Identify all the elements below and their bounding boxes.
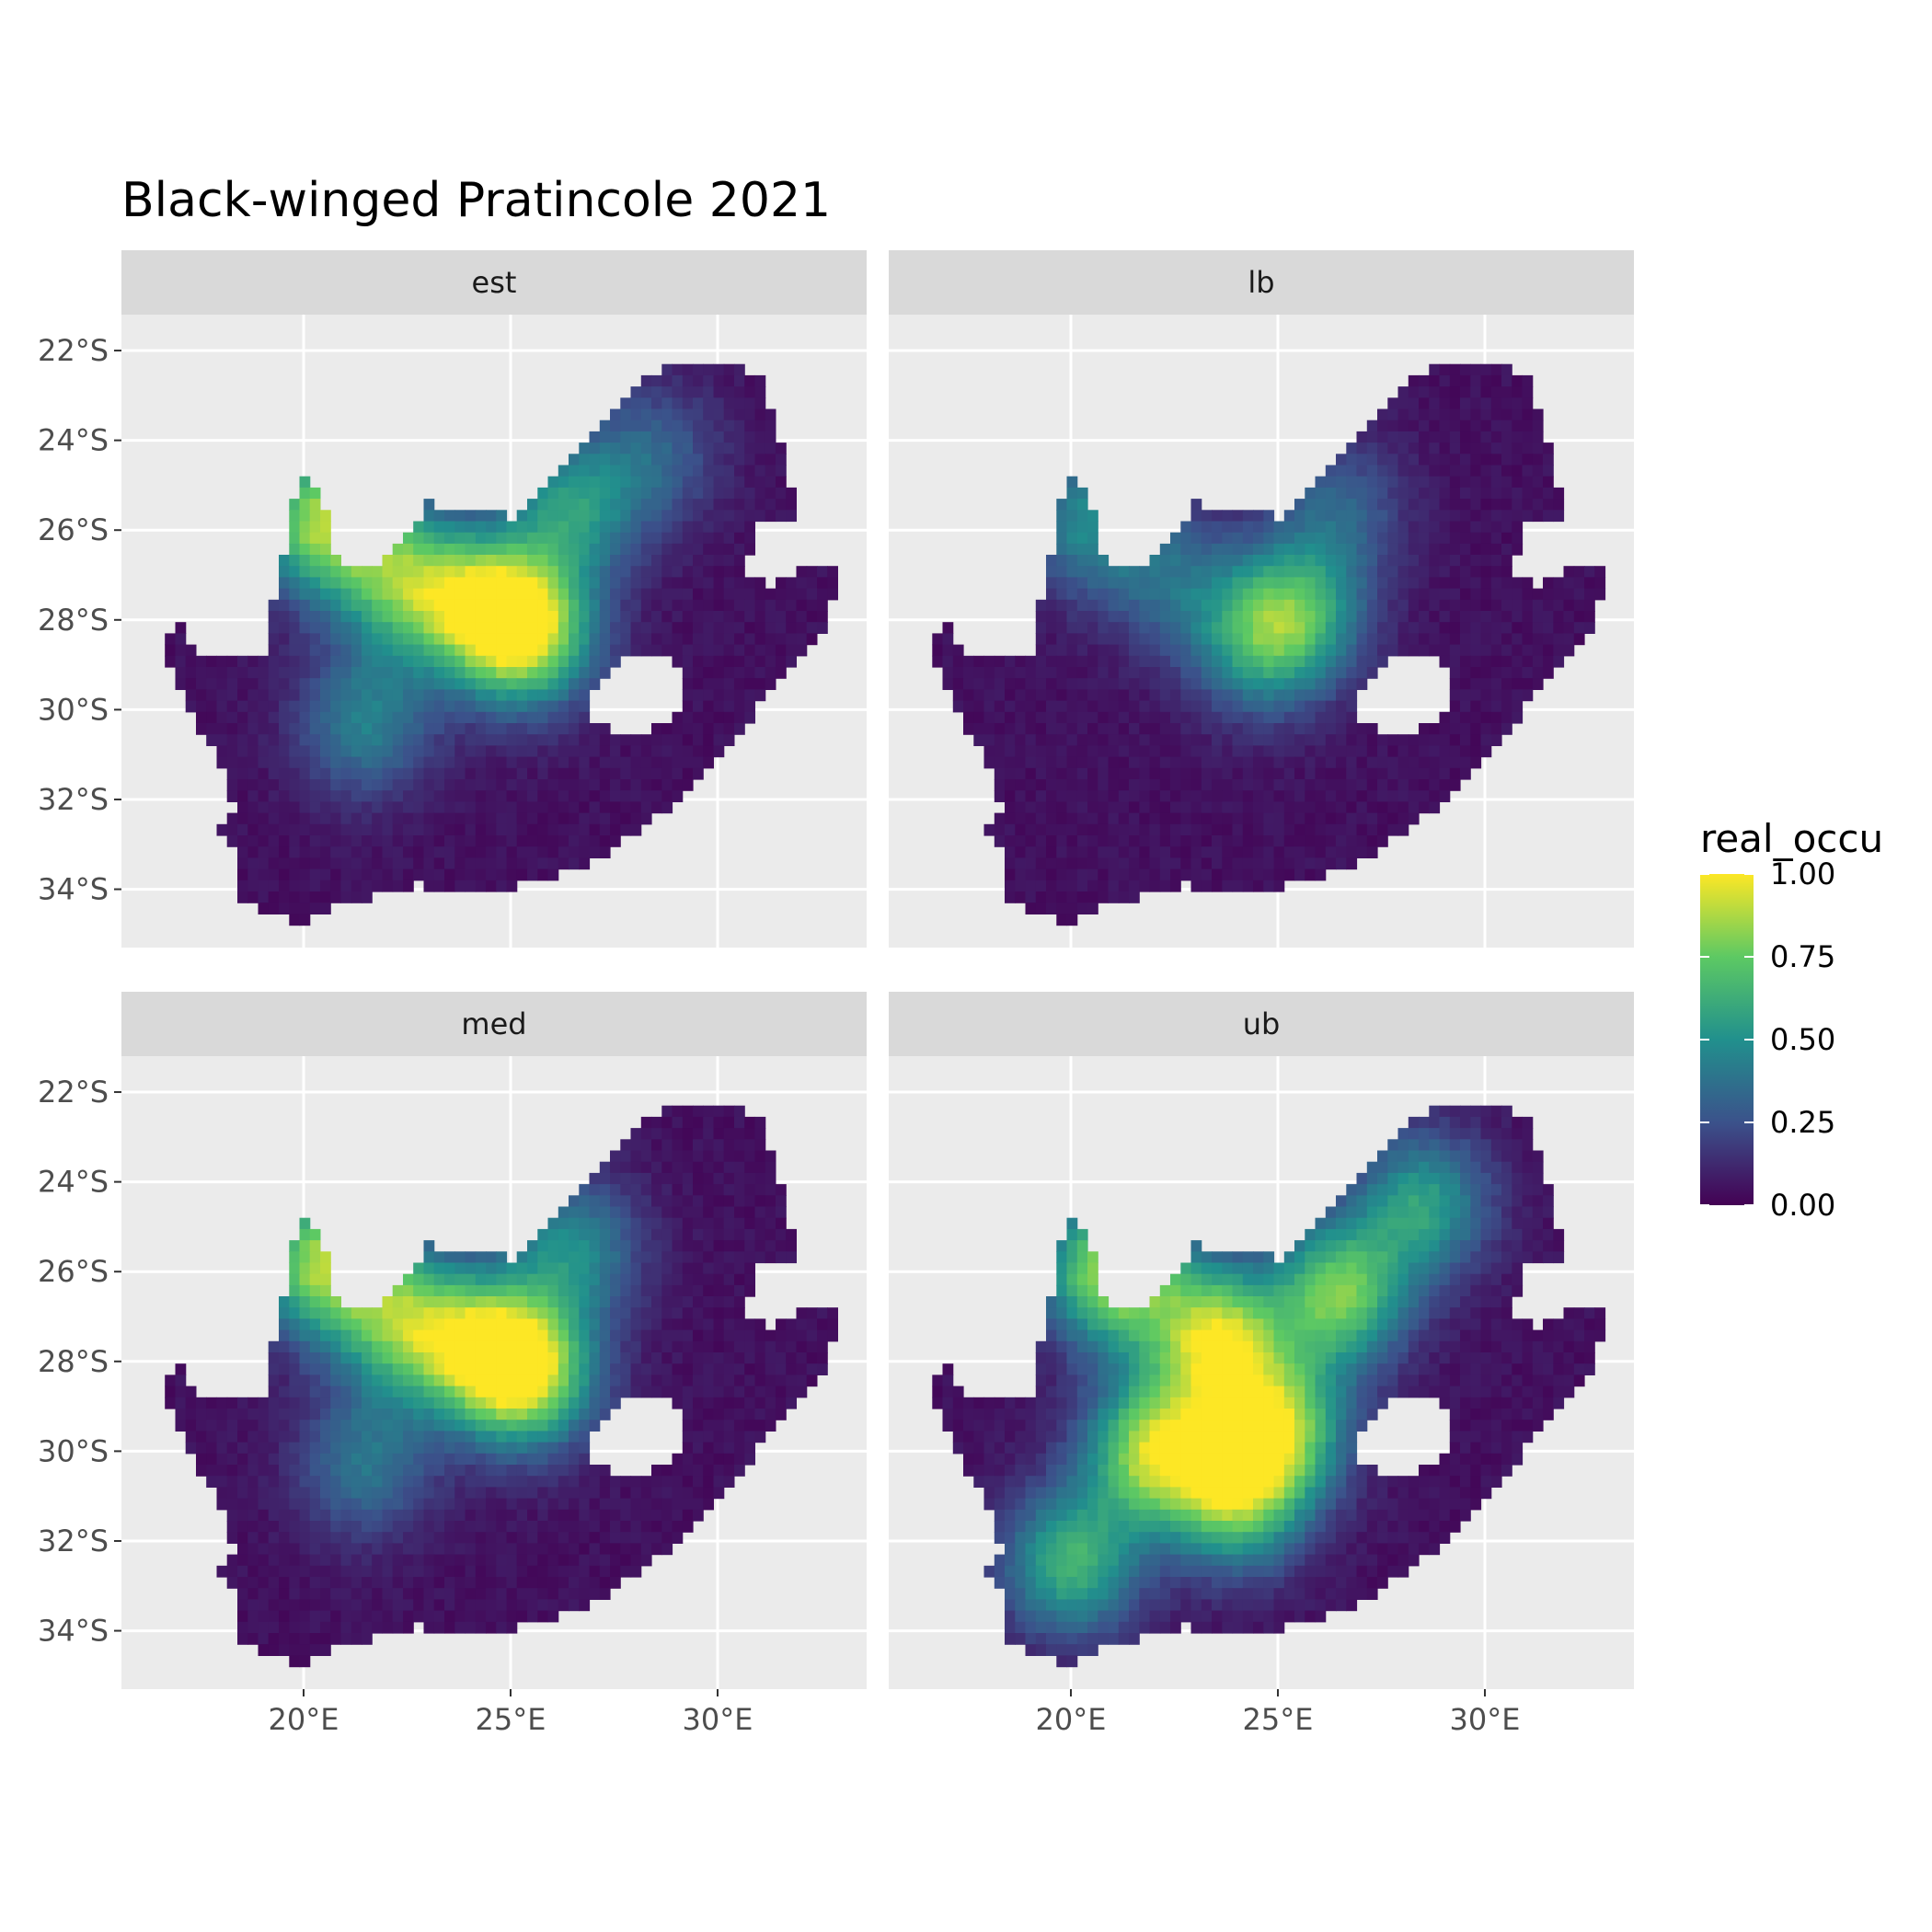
legend-ticks: 1.00 0.75 0.50 0.25 0.00 [1700,857,1835,1223]
y-tick-label: 22°S [38,1075,109,1110]
raster-cells [932,363,1606,926]
facet-strip-label: ub [1243,1006,1281,1041]
y-tick-label: 24°S [38,1165,109,1200]
raster-cells [165,363,838,926]
x-tick-label: 30°E [1450,1702,1521,1737]
panel-ub: ub 20°E 25°E 30°E [889,992,1634,1737]
facet-panels: est 22°S 24°S 26°S 28°S 30°S 32°S 34°S lb med 22°S… [38,250,1634,1737]
facet-strip [121,250,867,315]
x-tick-label: 20°E [1036,1702,1107,1737]
facet-strip-label: lb [1248,265,1274,300]
raster-cells [165,1105,838,1668]
chart-title: Black-winged Pratincole 2021 [121,173,831,228]
x-tick-label: 25°E [1243,1702,1314,1737]
panel-med: med 22°S 24°S 26°S 28°S 30°S 32°S 34°S 20°E 25°E 3… [38,992,867,1737]
y-tick-label: 34°S [38,872,109,907]
facet-strip-label: est [472,265,517,300]
x-tick-label: 30°E [683,1702,753,1737]
legend-label: 0.25 [1770,1105,1835,1140]
y-tick-label: 28°S [38,1344,109,1379]
legend-label: 0.75 [1770,939,1835,974]
y-tick-label: 22°S [38,333,109,368]
x-tick-label: 25°E [476,1702,546,1737]
legend-label: 0.00 [1770,1188,1835,1223]
legend-title: real_occu [1700,816,1883,861]
legend-label: 0.50 [1770,1022,1835,1057]
x-tick-label: 20°E [269,1702,339,1737]
y-tick-label: 28°S [38,603,109,638]
y-tick-label: 32°S [38,782,109,817]
y-tick-label: 34°S [38,1614,109,1649]
y-tick-label: 32°S [38,1524,109,1558]
y-tick-label: 26°S [38,512,109,547]
y-tick-label: 24°S [38,423,109,458]
y-tick-label: 26°S [38,1254,109,1289]
facet-strip [889,250,1634,315]
facet-strip [121,992,867,1056]
facet-strip-label: med [461,1006,526,1041]
raster-cells [932,1105,1606,1668]
y-tick-label: 30°S [38,692,109,727]
panel-lb: lb [889,250,1634,948]
facet-strip [889,992,1634,1056]
legend: real_occu 1.00 0.75 0.50 0.25 0.00 [1700,816,1883,1223]
y-tick-label: 30°S [38,1433,109,1468]
panel-est: est 22°S 24°S 26°S 28°S 30°S 32°S 34°S [38,250,867,948]
legend-label: 1.00 [1770,857,1835,891]
